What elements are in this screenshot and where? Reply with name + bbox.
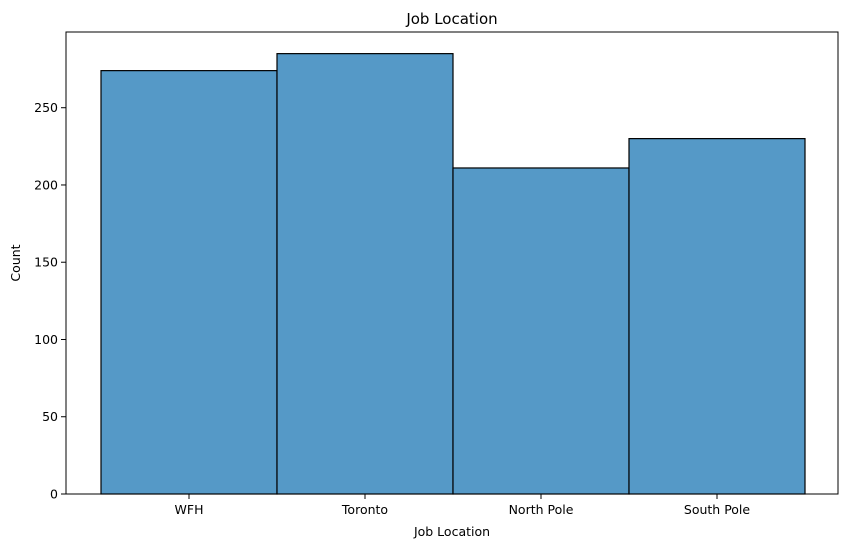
y-tick-label: 200 xyxy=(34,177,58,192)
y-tick-label: 100 xyxy=(34,332,58,347)
y-axis-label: Count xyxy=(8,244,23,281)
x-axis-label: Job Location xyxy=(413,524,490,539)
x-axis: WFH Toronto North Pole South Pole xyxy=(175,494,751,517)
x-tick-label: South Pole xyxy=(684,502,751,517)
y-tick-label: 50 xyxy=(42,409,58,424)
bar-wfh xyxy=(100,70,278,495)
y-axis: 0 50 100 150 200 250 xyxy=(34,100,66,502)
x-tick-label: North Pole xyxy=(509,502,574,517)
y-tick-label: 250 xyxy=(34,100,58,115)
bars-group xyxy=(100,53,806,495)
x-tick-label: WFH xyxy=(175,502,204,517)
bar-south-pole xyxy=(628,138,806,495)
x-tick-label: Toronto xyxy=(341,502,388,517)
chart-title: Job Location xyxy=(405,10,497,28)
y-tick-label: 150 xyxy=(34,255,58,270)
y-tick-label: 0 xyxy=(50,487,58,502)
bar-toronto xyxy=(276,53,454,495)
bar-north-pole xyxy=(452,167,630,495)
plot-frame xyxy=(65,31,839,495)
